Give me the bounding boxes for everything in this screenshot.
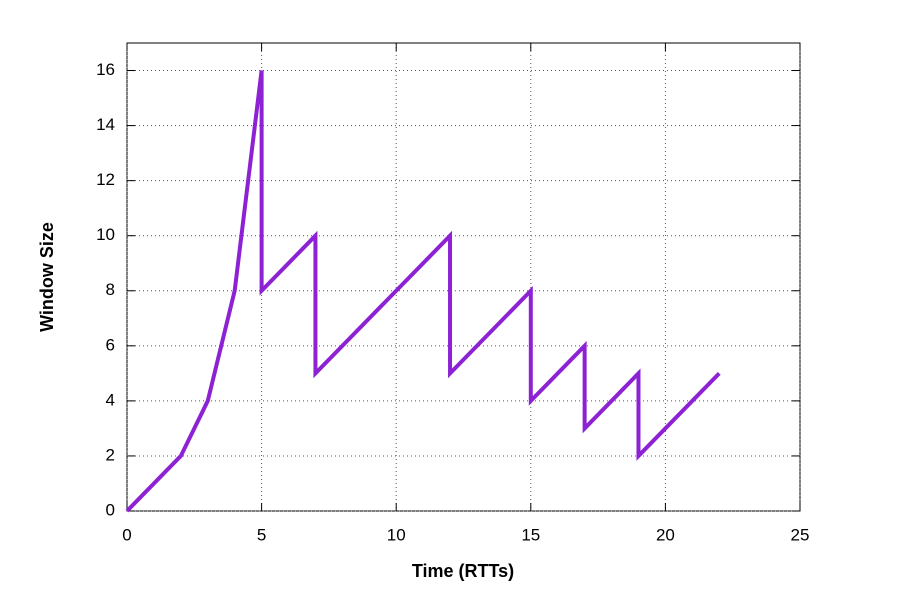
y-tick-label: 10 [96, 225, 115, 244]
y-tick-label: 0 [106, 500, 115, 519]
y-tick-label: 8 [106, 280, 115, 299]
x-tick-label: 20 [656, 525, 675, 544]
x-tick-label: 25 [791, 525, 810, 544]
y-tick-label: 2 [106, 445, 115, 464]
y-tick-label: 4 [106, 390, 115, 409]
x-tick-label: 5 [257, 525, 266, 544]
y-axis-title: Window Size [37, 222, 57, 332]
plot-frame [126, 42, 801, 512]
y-tick-label: 6 [106, 335, 115, 354]
x-tick-label: 0 [122, 525, 131, 544]
x-tick-label: 10 [387, 525, 406, 544]
x-tick-label: 15 [521, 525, 540, 544]
y-tick-label: 16 [96, 60, 115, 79]
data-line [125, 70, 721, 513]
y-tick-label: 14 [96, 115, 115, 134]
x-axis-title: Time (RTTs) [412, 561, 514, 581]
y-tick-label: 12 [96, 170, 115, 189]
